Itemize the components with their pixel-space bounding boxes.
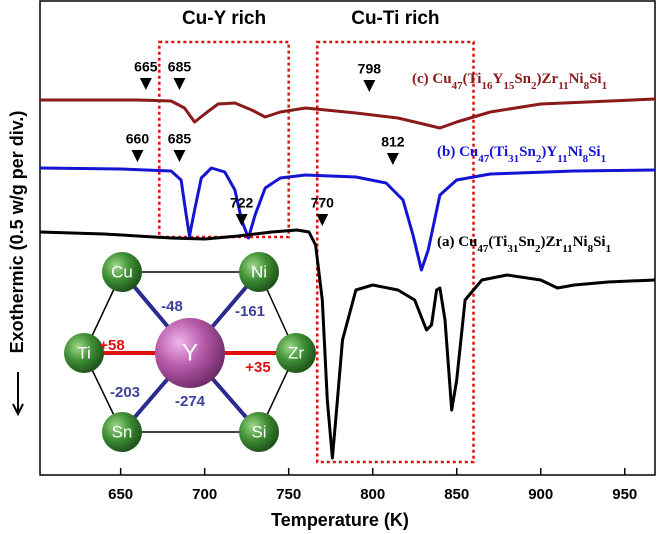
bond-label: -161 [235,303,265,320]
subscript: 31 [507,243,518,255]
text-part: Si [593,234,606,250]
subscript: 47 [477,243,489,255]
atom-label: Cu [111,262,133,281]
subscript: 16 [481,80,493,92]
text-part: (Ti [489,144,508,160]
x-tick-label: 850 [444,486,469,503]
subscript: 11 [558,80,568,92]
text-part: Sn [518,234,535,250]
bond-label: -274 [175,393,206,410]
plot-frame [40,1,655,475]
text-part: (c) Cu [412,71,452,87]
subscript: 11 [557,153,567,165]
x-tick-label: 800 [360,486,385,503]
series-line [40,99,655,128]
bond-label: +58 [99,337,124,354]
marker-label: 812 [381,134,405,150]
x-tick-label: 700 [192,486,217,503]
atom-label: Ti [77,343,91,362]
text-part: (Ti [463,71,482,87]
marker-label: 798 [358,61,382,77]
subscript: 1 [602,80,608,92]
text-part: Ni [568,144,583,160]
text-part: (Ti [488,234,507,250]
subscript: 31 [508,153,519,165]
x-axis-label: Temperature (K) [271,510,409,530]
text-part: Ni [573,234,588,250]
x-tick-label: 750 [276,486,301,503]
subscript: 1 [606,243,612,255]
chart: Temperature (K) Exothermic (0.5 w/g per … [0,0,664,534]
atom-label: Zr [288,343,304,362]
marker-triangle [363,80,375,92]
bond-label: -48 [161,298,183,315]
x-tick-label: 650 [108,486,133,503]
marker-label: 685 [168,131,192,147]
subscript: 47 [478,153,490,165]
text-part: Sn [514,71,531,87]
inset-diagram: Cu Ni Ti Zr Sn Si Y -48 -161 +58 +35 -203 -274 [64,252,316,452]
marker-triangle [236,214,248,226]
y-axis-label: Exothermic (0.5 w/g per div.) [7,111,27,354]
text-part: (a) Cu [437,234,477,250]
text-part: (b) Cu [437,144,478,160]
text-part: Sn [519,144,536,160]
subscript: 1 [601,153,607,165]
atom-label: Sn [112,422,133,441]
atom-label: Si [251,422,266,441]
legend-label: (b) Cu47(Ti31Sn2)Y11Ni8Si1 [437,144,606,164]
marker-label: 660 [126,131,150,147]
legend-label: (c) Cu47(Ti16Y15Sn2)Zr11Ni8Si1 [412,71,607,91]
center-atom-label: Y [182,339,198,366]
marker-triangle [140,78,152,90]
marker-triangle [173,78,185,90]
x-tick-label: 950 [612,486,637,503]
marker-triangle [173,150,185,162]
text-part: )Y [541,144,557,160]
text-part: )Zr [541,234,563,250]
text-part: )Zr [537,71,559,87]
subscript: 15 [503,80,515,92]
legend-label: (a) Cu47(Ti31Sn2)Zr11Ni8Si1 [437,234,611,254]
x-tick-label: 900 [528,486,553,503]
subscript: 47 [452,80,464,92]
subscript: 11 [562,243,572,255]
marker-label: 722 [230,195,254,211]
marker-label: 685 [168,59,192,75]
marker-triangle [131,150,143,162]
series-line [40,168,655,270]
text-part: Ni [569,71,584,87]
bond-label: -203 [110,384,140,401]
region-label: Cu-Y rich [182,8,266,29]
text-part: Y [492,71,503,87]
text-part: Si [588,144,601,160]
bond-label: +35 [245,359,270,376]
marker-triangle [387,153,399,165]
marker-label: 665 [134,59,158,75]
atom-label: Ni [251,262,267,281]
region-label: Cu-Ti rich [351,8,439,29]
text-part: Si [589,71,602,87]
marker-label: 770 [311,195,335,211]
